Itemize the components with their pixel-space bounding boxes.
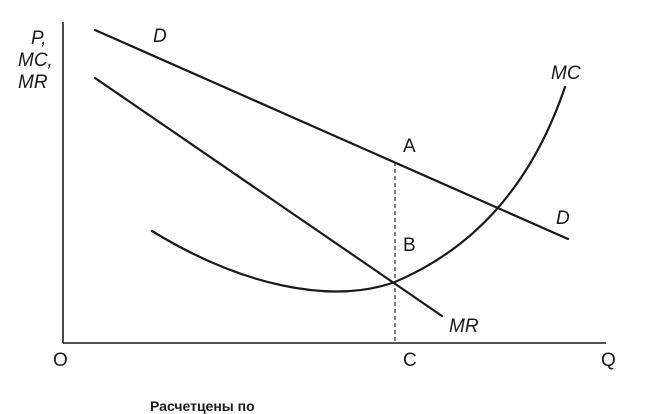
marginal-cost-curve <box>150 85 567 293</box>
x-axis-point-c-label: C <box>403 350 417 371</box>
point-a-label: A <box>403 136 416 157</box>
x-axis-label: Q <box>601 350 616 371</box>
demand-label-right: D <box>556 208 570 229</box>
marginal-cost-label: MC <box>551 63 581 84</box>
origin-label: O <box>53 350 68 371</box>
marginal-revenue-label: MR <box>449 316 479 337</box>
marginal-revenue-curve <box>93 76 444 318</box>
y-axis-label: P, MC, MR <box>18 28 58 93</box>
y-axis-label-line-2: MC, <box>18 50 53 71</box>
figure-caption: Расчетцены по <box>150 398 255 414</box>
y-axis-label-line-1: P, <box>31 28 47 49</box>
demand-curve <box>93 28 570 241</box>
point-b-label: B <box>403 235 416 256</box>
demand-label-left: D <box>153 26 167 47</box>
y-axis-label-line-3: MR <box>18 72 48 93</box>
